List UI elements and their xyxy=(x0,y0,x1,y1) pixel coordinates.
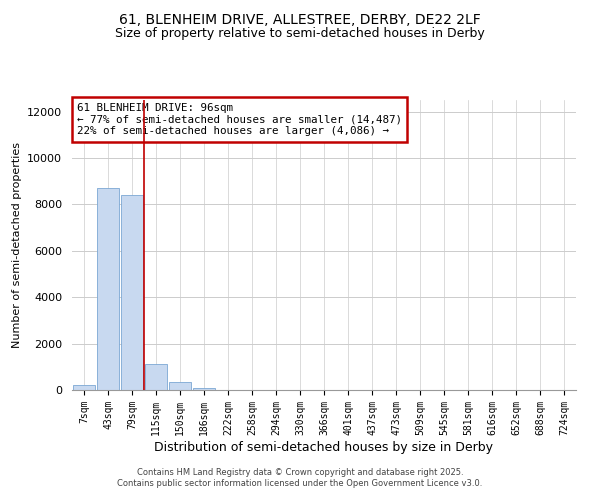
Text: Contains HM Land Registry data © Crown copyright and database right 2025.
Contai: Contains HM Land Registry data © Crown c… xyxy=(118,468,482,487)
Text: 61, BLENHEIM DRIVE, ALLESTREE, DERBY, DE22 2LF: 61, BLENHEIM DRIVE, ALLESTREE, DERBY, DE… xyxy=(119,12,481,26)
Bar xyxy=(169,382,191,390)
Bar xyxy=(121,195,143,390)
Bar xyxy=(193,388,215,390)
Bar xyxy=(145,364,167,390)
Bar xyxy=(97,188,119,390)
Y-axis label: Number of semi-detached properties: Number of semi-detached properties xyxy=(11,142,22,348)
Bar xyxy=(73,386,95,390)
Text: Size of property relative to semi-detached houses in Derby: Size of property relative to semi-detach… xyxy=(115,28,485,40)
X-axis label: Distribution of semi-detached houses by size in Derby: Distribution of semi-detached houses by … xyxy=(155,440,493,454)
Text: 61 BLENHEIM DRIVE: 96sqm
← 77% of semi-detached houses are smaller (14,487)
22% : 61 BLENHEIM DRIVE: 96sqm ← 77% of semi-d… xyxy=(77,103,402,136)
